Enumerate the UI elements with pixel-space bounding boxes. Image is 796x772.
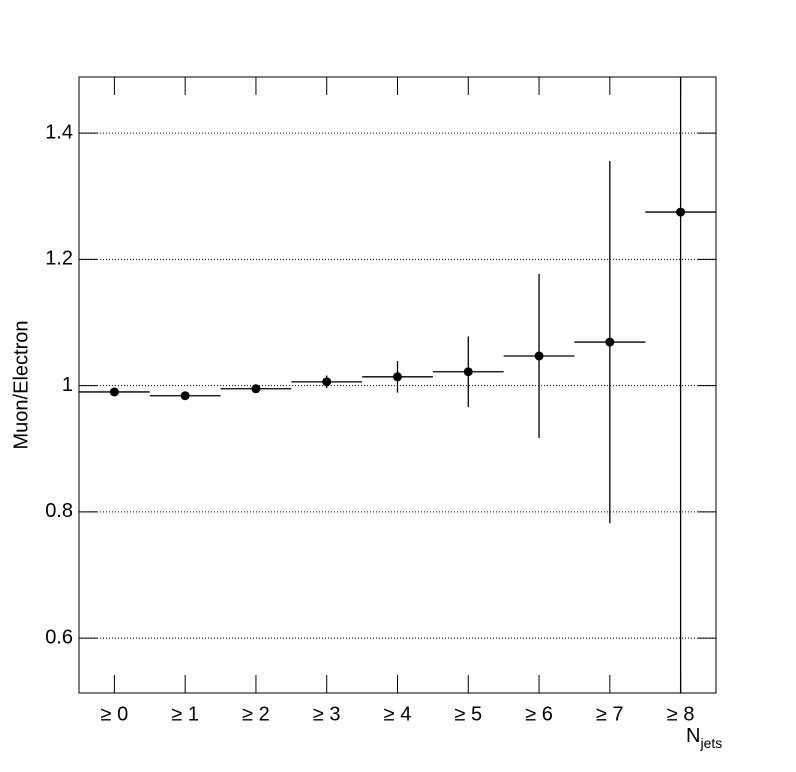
x-axis-label: Njets	[686, 725, 722, 750]
x-tick-label: ≥ 2	[242, 703, 270, 725]
x-tick-label: ≥ 7	[596, 703, 624, 725]
x-axis-label-main: N	[686, 725, 700, 747]
x-tick-label: ≥ 0	[101, 703, 129, 725]
data-point	[393, 372, 402, 382]
data-point	[180, 391, 190, 401]
data-point	[322, 377, 332, 387]
y-tick-label: 1.4	[45, 121, 73, 143]
data-point	[605, 337, 615, 347]
x-tick-label: ≥ 1	[171, 703, 199, 725]
x-tick-label: ≥ 3	[313, 703, 341, 725]
data-point	[534, 351, 544, 361]
x-tick-label: ≥ 5	[454, 703, 482, 725]
y-tick-label: 0.8	[45, 500, 73, 522]
x-axis-label-sub: jets	[699, 735, 722, 751]
x-tick-label: ≥ 8	[667, 703, 695, 725]
data-point	[251, 384, 261, 394]
y-tick-label: 1	[62, 374, 73, 396]
x-tick-label: ≥ 4	[384, 703, 412, 725]
data-point	[109, 387, 119, 397]
y-axis-label: Muon/Electron	[10, 321, 32, 450]
y-tick-label: 1.2	[45, 248, 73, 270]
data-point	[676, 207, 686, 217]
y-tick-label: 0.6	[45, 626, 73, 648]
data-point	[463, 367, 473, 377]
x-tick-label: ≥ 6	[525, 703, 553, 725]
